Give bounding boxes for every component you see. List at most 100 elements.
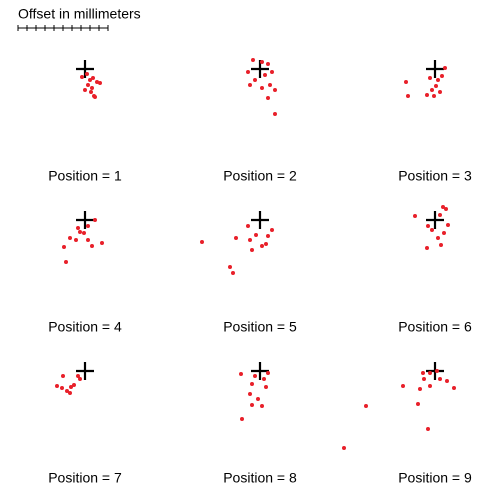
offset-point	[438, 213, 442, 217]
offset-point	[445, 379, 449, 383]
offset-point	[444, 207, 448, 211]
offset-point	[268, 83, 272, 87]
offset-point	[406, 94, 410, 98]
offset-point	[234, 236, 238, 240]
figure-title: Offset in millimeters	[18, 6, 141, 22]
panel-title: Position = 3	[398, 168, 472, 184]
offset-point	[86, 83, 90, 87]
offset-point	[428, 371, 432, 375]
offset-point	[69, 385, 73, 389]
offset-point	[266, 371, 270, 375]
offset-point	[90, 244, 94, 248]
offset-point	[231, 271, 235, 275]
offset-point	[364, 404, 368, 408]
offset-point	[88, 78, 92, 82]
offset-point	[442, 231, 446, 235]
offset-point	[100, 241, 104, 245]
offset-point	[250, 403, 254, 407]
offset-point	[248, 392, 252, 396]
crosshair	[76, 60, 94, 78]
panel-title: Position = 1	[48, 168, 122, 184]
offset-point	[436, 78, 440, 82]
offset-point	[74, 238, 78, 242]
panel-title: Position = 2	[223, 168, 297, 184]
offset-point	[264, 385, 268, 389]
offset-point	[82, 231, 86, 235]
offset-point	[428, 384, 432, 388]
offset-point	[60, 386, 64, 390]
offset-point	[55, 384, 59, 388]
offset-point	[435, 369, 439, 373]
offset-point	[401, 384, 405, 388]
offset-point	[76, 226, 80, 230]
panel-title: Position = 4	[48, 319, 122, 335]
offset-point	[273, 112, 277, 116]
panel-title: Position = 8	[223, 470, 297, 486]
offset-point	[264, 242, 268, 246]
offset-point	[90, 86, 94, 90]
crosshair	[426, 60, 444, 78]
crosshair	[76, 211, 94, 229]
offset-point	[200, 240, 204, 244]
offset-point	[441, 205, 445, 209]
offset-point	[342, 446, 346, 450]
panel-title: Position = 9	[398, 470, 472, 486]
offset-point	[78, 377, 82, 381]
crosshair	[251, 211, 269, 229]
offset-point	[416, 402, 420, 406]
offset-point	[428, 76, 432, 80]
offset-point	[440, 74, 444, 78]
offset-point	[260, 60, 264, 64]
offset-point	[254, 233, 258, 237]
offset-point	[78, 230, 82, 234]
offset-point	[253, 374, 257, 378]
offset-point	[438, 90, 442, 94]
offset-point	[260, 404, 264, 408]
offset-point	[425, 246, 429, 250]
offset-point	[93, 218, 97, 222]
crosshair	[251, 362, 269, 380]
panel-title: Position = 5	[223, 319, 297, 335]
offset-point	[446, 223, 450, 227]
offset-point	[404, 80, 408, 84]
offset-point	[91, 76, 95, 80]
offset-point	[436, 236, 440, 240]
offset-point	[65, 389, 69, 393]
offset-point	[83, 88, 87, 92]
offset-point	[253, 78, 257, 82]
offset-point	[239, 372, 243, 376]
offset-point	[270, 228, 274, 232]
offset-point	[68, 236, 72, 240]
scale-bar	[17, 25, 109, 31]
offset-point	[426, 224, 430, 228]
offset-point	[246, 70, 250, 74]
offset-point	[89, 90, 93, 94]
offset-point	[430, 88, 434, 92]
offset-point	[443, 66, 447, 70]
offset-point	[228, 265, 232, 269]
offset-point	[86, 238, 90, 242]
offset-point	[72, 383, 76, 387]
offset-point	[61, 374, 65, 378]
offset-point	[64, 260, 68, 264]
offset-point	[266, 62, 270, 66]
offset-point	[262, 377, 266, 381]
offset-point	[68, 391, 72, 395]
offset-point	[80, 75, 84, 79]
offset-point	[76, 374, 80, 378]
offset-point	[273, 88, 277, 92]
offset-point	[62, 245, 66, 249]
offset-point	[246, 224, 250, 228]
offset-point	[251, 58, 255, 62]
crosshair	[76, 362, 94, 380]
offset-point	[422, 377, 426, 381]
offset-point	[421, 371, 425, 375]
offset-point	[439, 243, 443, 247]
offset-point	[240, 417, 244, 421]
offset-point	[93, 95, 97, 99]
offset-point	[256, 397, 260, 401]
offset-point	[266, 96, 270, 100]
offset-point	[425, 93, 429, 97]
offset-point	[86, 224, 90, 228]
offset-point	[452, 386, 456, 390]
